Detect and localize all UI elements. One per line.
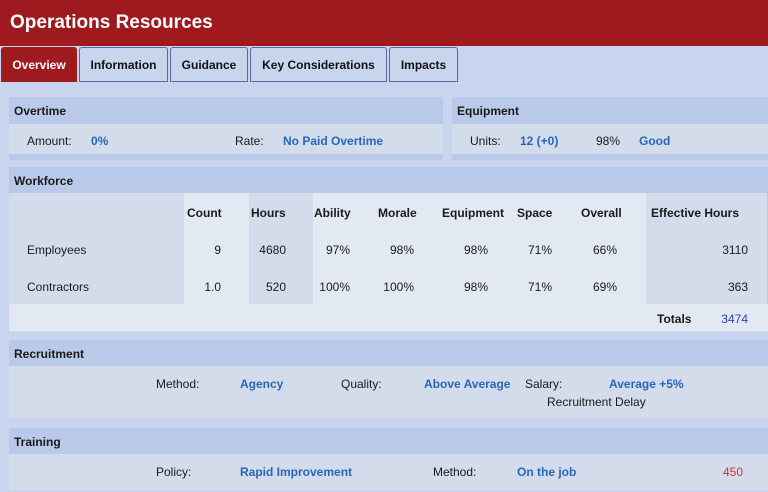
equipment-units-value[interactable]: 12 (+0) bbox=[520, 134, 559, 148]
overtime-rate-value[interactable]: No Paid Overtime bbox=[283, 134, 384, 148]
row-employees-morale: 98% bbox=[389, 243, 414, 257]
workforce-totals-row bbox=[9, 304, 768, 331]
row-employees-hours: 4680 bbox=[259, 243, 286, 257]
overtime-row bbox=[9, 124, 443, 154]
header-morale: Morale bbox=[378, 206, 417, 220]
recruitment-quality-value[interactable]: Above Average bbox=[424, 377, 511, 391]
tab-key-considerations[interactable]: Key Considerations bbox=[250, 47, 387, 82]
row-employees-effective-hours: 3110 bbox=[722, 243, 748, 257]
equipment-units-label: Units: bbox=[470, 134, 501, 148]
tab-guidance[interactable]: Guidance bbox=[170, 47, 248, 82]
equipment-title: Equipment bbox=[457, 104, 519, 118]
recruitment-method-value[interactable]: Agency bbox=[240, 377, 284, 391]
overtime-amount-label: Amount: bbox=[27, 134, 72, 148]
overtime-amount-value[interactable]: 0% bbox=[91, 134, 109, 148]
recruitment-salary-value[interactable]: Average +5% bbox=[609, 377, 684, 391]
training-panel: Training Policy: Rapid Improvement Metho… bbox=[9, 428, 768, 490]
equipment-panel: Equipment Units: 12 (+0) 98% Good bbox=[452, 97, 768, 160]
training-title: Training bbox=[14, 435, 61, 449]
training-method-value[interactable]: On the job bbox=[517, 465, 577, 479]
totals-label: Totals bbox=[657, 312, 692, 326]
tab-bar: Overview Information Guidance Key Consid… bbox=[0, 47, 768, 83]
recruitment-salary-label: Salary: bbox=[525, 377, 563, 391]
tab-information[interactable]: Information bbox=[79, 47, 168, 82]
header-space: Space bbox=[517, 206, 553, 220]
header-equipment: Equipment bbox=[442, 206, 504, 220]
training-policy-label: Policy: bbox=[156, 465, 192, 479]
page-title: Operations Resources bbox=[0, 0, 768, 46]
recruitment-title: Recruitment bbox=[14, 347, 85, 361]
recruitment-row bbox=[9, 366, 768, 418]
row-contractors-hours: 520 bbox=[265, 280, 286, 294]
recruitment-delay-label: Recruitment Delay bbox=[547, 395, 646, 409]
training-row bbox=[9, 454, 768, 490]
row-employees-overall: 66% bbox=[592, 243, 617, 257]
overtime-rate-label: Rate: bbox=[235, 134, 264, 148]
row-employees-count: 9 bbox=[214, 243, 221, 257]
totals-value: 3474 bbox=[721, 312, 748, 326]
overtime-title: Overtime bbox=[14, 104, 67, 118]
overtime-panel: Overtime Amount: 0% Rate: No Paid Overti… bbox=[9, 97, 443, 160]
tab-overview[interactable]: Overview bbox=[1, 47, 77, 82]
row-employees-space: 71% bbox=[527, 243, 552, 257]
row-contractors-ability: 100% bbox=[319, 280, 350, 294]
equipment-percent: 98% bbox=[596, 134, 621, 148]
row-contractors-effective-hours: 363 bbox=[727, 280, 748, 294]
row-contractors-equipment: 98% bbox=[463, 280, 488, 294]
recruitment-panel: Recruitment Method: Agency Quality: Abov… bbox=[9, 340, 768, 418]
recruitment-method-label: Method: bbox=[156, 377, 200, 391]
header-effective-hours: Effective Hours bbox=[651, 206, 740, 220]
equipment-row bbox=[452, 124, 768, 154]
row-contractors-space: 71% bbox=[527, 280, 552, 294]
workforce-count-column bbox=[184, 193, 249, 304]
row-contractors-overall: 69% bbox=[592, 280, 617, 294]
row-employees-name: Employees bbox=[27, 243, 87, 257]
row-employees-ability: 97% bbox=[325, 243, 350, 257]
workforce-title: Workforce bbox=[14, 174, 74, 188]
training-cost-value: 450 bbox=[722, 465, 743, 479]
equipment-status[interactable]: Good bbox=[639, 134, 671, 148]
header-count: Count bbox=[187, 206, 222, 220]
row-contractors-morale: 100% bbox=[383, 280, 414, 294]
header-ability: Ability bbox=[314, 206, 351, 220]
row-employees-equipment: 98% bbox=[463, 243, 488, 257]
recruitment-quality-label: Quality: bbox=[341, 377, 382, 391]
header-overall: Overall bbox=[581, 206, 622, 220]
header-hours: Hours bbox=[251, 206, 286, 220]
tab-impacts[interactable]: Impacts bbox=[389, 47, 458, 82]
training-policy-value[interactable]: Rapid Improvement bbox=[240, 465, 353, 479]
row-contractors-name: Contractors bbox=[27, 280, 90, 294]
training-method-label: Method: bbox=[433, 465, 477, 479]
row-contractors-count: 1.0 bbox=[204, 280, 221, 294]
workforce-factors-column bbox=[313, 193, 646, 304]
